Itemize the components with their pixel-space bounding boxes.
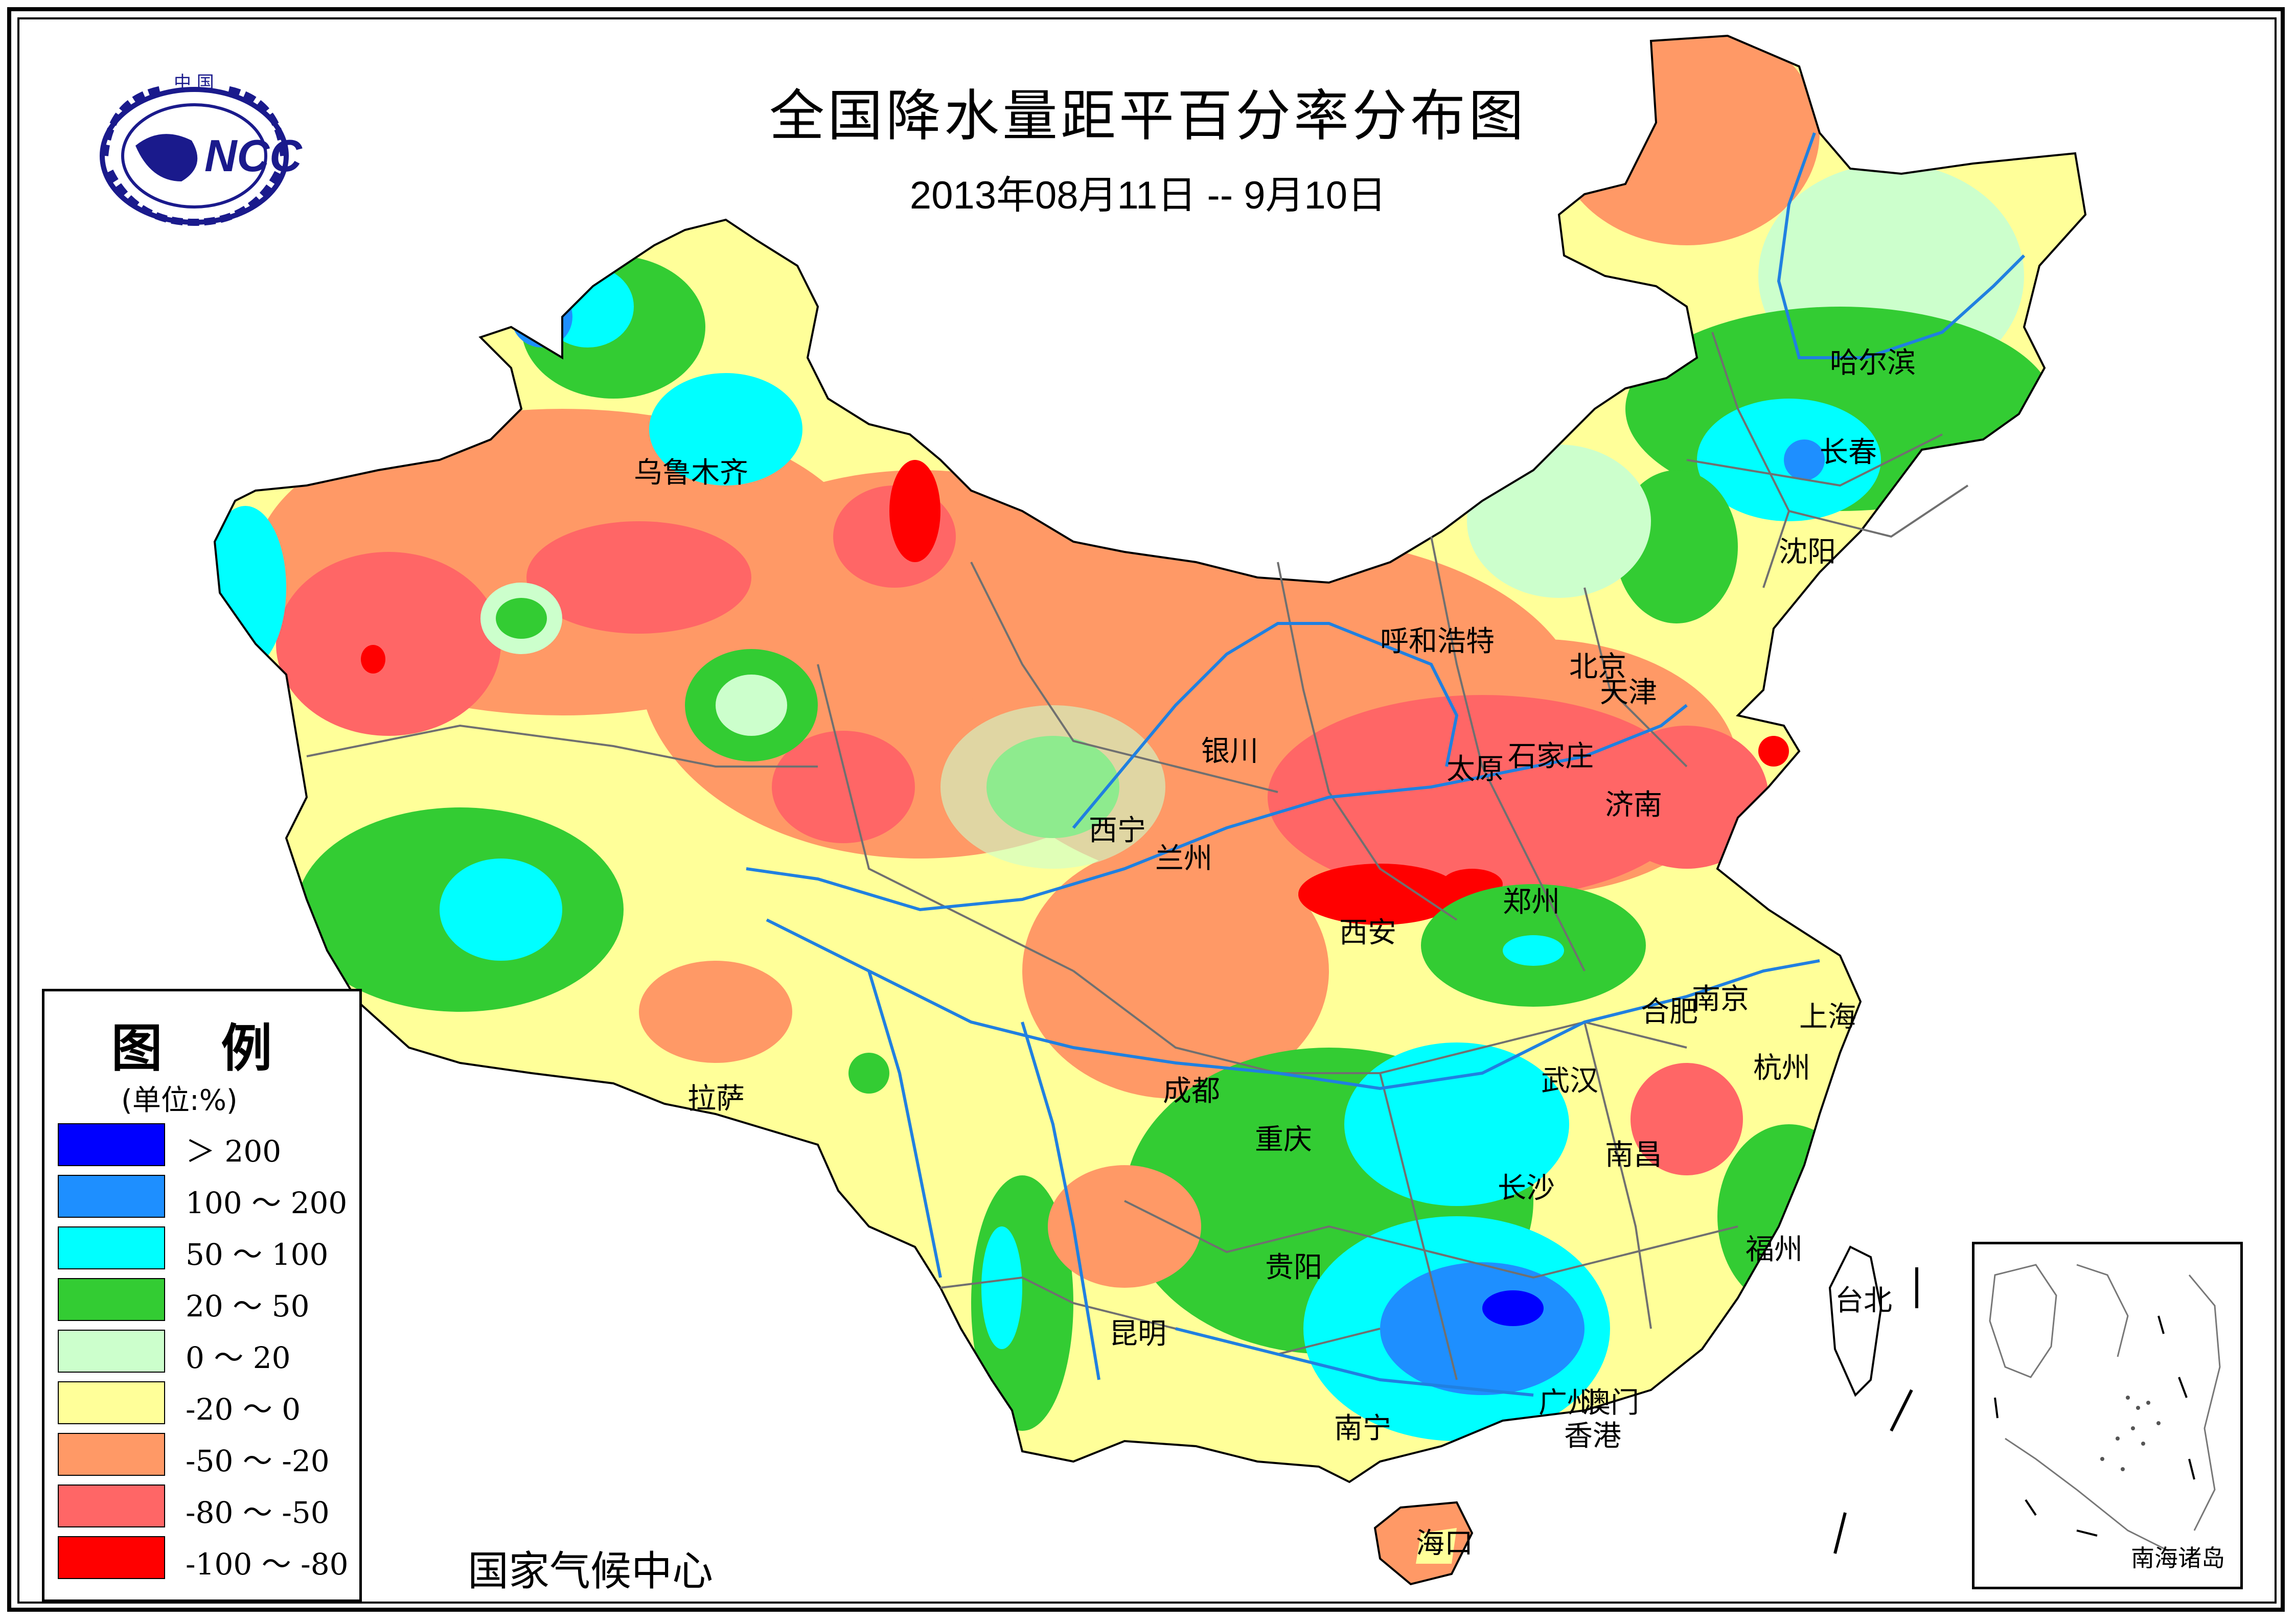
city-haikou: 海口: [1416, 1527, 1473, 1560]
city-shanghai: 上海: [1799, 1001, 1856, 1034]
city-nanjing: 南京: [1692, 983, 1749, 1016]
legend-swatch: [58, 1226, 165, 1269]
legend-swatch: [58, 1485, 165, 1527]
city-changsha: 长沙: [1498, 1172, 1555, 1205]
precipitation-field: [215, 36, 2085, 1482]
city-hefei: 合肥: [1641, 995, 1698, 1029]
city-harbin: 哈尔滨: [1830, 346, 1916, 380]
legend-item: 20 ～ 50: [58, 1278, 354, 1324]
city-kunming: 昆明: [1109, 1317, 1166, 1351]
map-frame-inner: [17, 17, 2277, 1604]
sea-boundary: [1833, 1267, 1918, 1554]
map-title: 全国降水量距平百分率分布图: [769, 84, 1527, 148]
legend-label: -80 ～ -50: [186, 1495, 330, 1530]
legend-unit: (单位:%): [121, 1084, 238, 1117]
city-tianjin: 天津: [1600, 676, 1657, 709]
legend-swatch: [58, 1278, 165, 1321]
legend-item: -80 ～ -50: [58, 1485, 354, 1530]
logo-country-label: 中 国: [174, 73, 214, 93]
legend-item: 0 ～ 20: [58, 1330, 354, 1375]
province-borders: [306, 332, 1969, 1380]
city-chengdu: 成都: [1163, 1075, 1220, 1108]
legend-label: 100 ～ 200: [186, 1186, 348, 1220]
legend-swatch: [58, 1381, 165, 1424]
legend-swatch: [58, 1536, 165, 1579]
legend-item: 100 ～ 200: [58, 1175, 354, 1220]
city-fuzhou: 福州: [1746, 1233, 1803, 1266]
city-lanzhou: 兰州: [1155, 842, 1212, 875]
legend-swatch: [58, 1433, 165, 1476]
city-guangzhou: 广州: [1539, 1386, 1596, 1420]
legend-title: 图 例: [111, 1018, 293, 1078]
china-outline: [213, 34, 2087, 1483]
city-zhengzhou: 郑州: [1503, 886, 1560, 919]
legend-label: -50 ～ -20: [186, 1444, 330, 1478]
logo-acronym: NCC: [204, 130, 303, 181]
legend-item: -100 ～ -80: [58, 1536, 354, 1582]
taiwan-island: [1828, 1245, 1882, 1397]
city-xian: 西安: [1339, 916, 1396, 949]
city-xining: 西宁: [1089, 814, 1146, 847]
city-changchun: 长春: [1820, 436, 1877, 469]
legend-label: 0 ～ 20: [186, 1340, 291, 1375]
legend-label: -20 ～ 0: [186, 1392, 301, 1427]
legend-swatch: [58, 1123, 165, 1166]
date-range: 2013年08月11日 -- 9月10日: [909, 174, 1387, 217]
legend-label: 50 ～ 100: [186, 1237, 329, 1272]
legend-label: 20 ～ 50: [186, 1289, 310, 1324]
city-taipei: 台北: [1835, 1284, 1892, 1317]
city-hongkong: 香港: [1564, 1420, 1621, 1453]
city-hangzhou: 杭州: [1753, 1052, 1810, 1085]
map-frame: [7, 7, 2285, 1612]
city-chongqing: 重庆: [1255, 1123, 1312, 1156]
city-lhasa: 拉萨: [687, 1082, 745, 1116]
legend-swatch: [58, 1330, 165, 1373]
legend-label: ＞ 200: [186, 1134, 282, 1169]
inset-label: 南海诸岛: [2131, 1544, 2225, 1572]
organization-name: 国家气候中心: [468, 1547, 713, 1595]
city-jinan: 济南: [1605, 789, 1662, 822]
legend-swatch: [58, 1175, 165, 1218]
city-nanchang: 南昌: [1605, 1139, 1662, 1172]
ncc-emblem-icon: NCC 中 国: [100, 73, 303, 226]
city-yinchuan: 银川: [1201, 735, 1258, 768]
city-nanning: 南宁: [1334, 1412, 1391, 1445]
city-taiyuan: 太原: [1447, 753, 1504, 786]
city-beijing: 北京: [1569, 651, 1626, 684]
city-macao: 澳门: [1582, 1386, 1639, 1420]
legend-label: -100 ～ -80: [186, 1547, 349, 1582]
legend-item: 50 ～ 100: [58, 1226, 354, 1272]
south-china-sea-inset: 南海诸岛: [1972, 1242, 2243, 1589]
city-shenyang: 沈阳: [1779, 536, 1836, 569]
legend-item: ＞ 200: [58, 1123, 354, 1169]
legend-item: -20 ～ 0: [58, 1381, 354, 1427]
rivers: [746, 132, 2026, 1397]
legend-panel: 图 例 (单位:%) ＞ 200 100 ～ 200 50 ～ 100 20 ～ 50…: [42, 989, 362, 1602]
legend-item: -50 ～ -20: [58, 1433, 354, 1478]
city-wuhan: 武汉: [1541, 1064, 1598, 1098]
inset-map: [1989, 1264, 2221, 1552]
city-hohhot: 呼和浩特: [1380, 625, 1495, 658]
city-guiyang: 贵阳: [1265, 1251, 1322, 1284]
city-urumqi: 乌鲁木齐: [634, 456, 748, 490]
city-shijiazhuang: 石家庄: [1508, 740, 1594, 773]
